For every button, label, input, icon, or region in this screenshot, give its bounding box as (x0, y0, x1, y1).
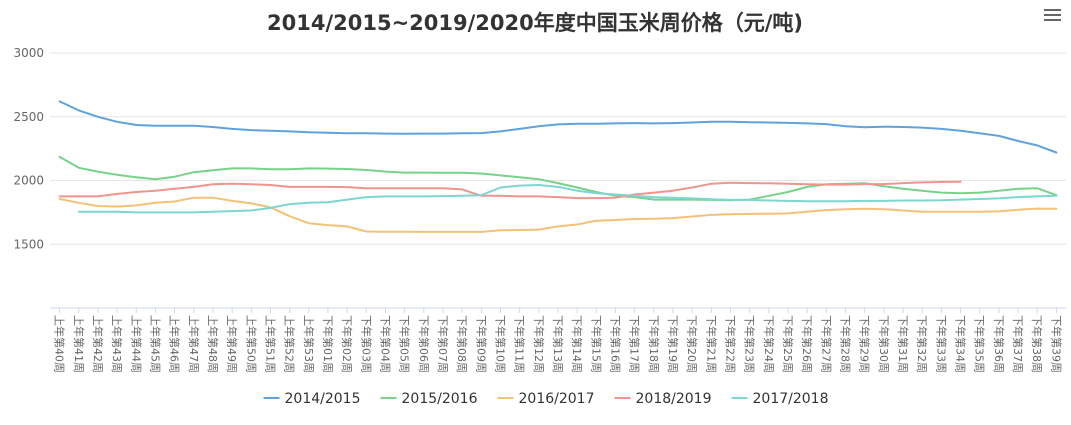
x-tick-label: 下年第08周 (455, 315, 469, 373)
legend-label: 2014/2015 (285, 391, 361, 407)
y-axis: 1500 2000 2500 3000 (13, 46, 44, 251)
legend-item-2014-2015[interactable]: 2014/2015 (263, 391, 361, 407)
x-tick-label: 下年第22周 (724, 315, 738, 373)
x-tick-label: 下年第20周 (685, 315, 699, 373)
legend-label: 2015/2016 (402, 391, 478, 407)
x-tick-label: 上年第42周 (91, 315, 105, 373)
y-tick-label: 1500 (13, 237, 44, 251)
x-tick-label: 下年第30周 (877, 315, 891, 373)
legend-item-2017-2018[interactable]: 2017/2018 (731, 391, 829, 407)
x-tick-label: 下年第23周 (743, 315, 757, 373)
x-tick-label: 下年第01周 (321, 315, 335, 373)
legend-item-2016-2017[interactable]: 2016/2017 (497, 391, 595, 407)
series-line-2014-2015 (58, 100, 1058, 154)
x-tick-label: 下年第18周 (647, 315, 661, 373)
series-line-2015-2016 (58, 155, 1058, 202)
x-tick-label: 下年第04周 (378, 315, 392, 373)
x-tick-label: 上年第40周 (53, 315, 67, 373)
x-tick-label: 下年第07周 (436, 315, 450, 373)
menu-icon[interactable] (1040, 6, 1064, 26)
x-tick-label: 上年第48周 (206, 315, 220, 373)
x-tick-label: 下年第19周 (666, 315, 680, 373)
x-tick-label: 下年第31周 (896, 315, 910, 373)
legend-label: 2018/2019 (636, 391, 712, 407)
x-tick-label: 下年第25周 (781, 315, 795, 373)
x-tick-label: 上年第51周 (263, 315, 277, 373)
x-tick-label: 上年第47周 (187, 315, 201, 373)
x-tick-label: 下年第15周 (589, 315, 603, 373)
x-tick-label: 下年第13周 (551, 315, 565, 373)
grid-layer (50, 52, 1066, 245)
x-tick-label: 下年第06周 (417, 315, 431, 373)
series-line-2016-2017 (58, 196, 1058, 233)
series-line-2017-2018 (77, 184, 1058, 214)
x-tick-label: 下年第39周 (1049, 315, 1063, 373)
x-tick-label: 下年第10周 (493, 315, 507, 373)
chart-title: 2014/2015~2019/2020年度中国玉米周价格（元/吨) (267, 11, 803, 35)
x-tick-label: 下年第37周 (1011, 315, 1025, 373)
legend-label: 2016/2017 (519, 391, 595, 407)
x-tick-label: 下年第03周 (359, 315, 373, 373)
series-line-2018-2019 (58, 180, 962, 200)
x-tick-label: 下年第34周 (954, 315, 968, 373)
x-tick-label: 下年第26周 (800, 315, 814, 373)
y-tick-label: 2000 (13, 174, 44, 188)
x-tick-label: 下年第35周 (973, 315, 987, 373)
x-tick-label: 下年第33周 (934, 315, 948, 373)
x-tick-label: 下年第09周 (474, 315, 488, 373)
x-tick-label: 下年第14周 (570, 315, 584, 373)
x-tick-label: 上年第41周 (72, 315, 86, 373)
x-tick-label: 上年第45周 (148, 315, 162, 373)
x-tick-label: 上年第44周 (129, 315, 143, 373)
x-tick-label: 上年第46周 (168, 315, 182, 373)
x-tick-label: 下年第32周 (915, 315, 929, 373)
x-tick-label: 下年第24周 (762, 315, 776, 373)
x-tick-label: 下年第36周 (992, 315, 1006, 373)
x-tick-label: 下年第11周 (513, 315, 527, 373)
x-tick-label: 下年第27周 (819, 315, 833, 373)
x-tick-label: 上年第52周 (283, 315, 297, 373)
legend-item-2018-2019[interactable]: 2018/2019 (614, 391, 712, 407)
x-tick-label: 下年第17周 (628, 315, 642, 373)
x-tick-label: 上年第50周 (244, 315, 258, 373)
x-tick-label: 上年第49周 (225, 315, 239, 373)
legend-item-2015-2016[interactable]: 2015/2016 (380, 391, 478, 407)
x-tick-label: 下年第16周 (609, 315, 623, 373)
y-tick-label: 3000 (13, 46, 44, 60)
x-axis: 上年第40周 上年第41周 上年第42周 上年第43周 上年第44周 上年第45周 上年第4… (50, 307, 1066, 373)
y-tick-label: 2500 (13, 110, 44, 124)
x-tick-label: 下年第05周 (398, 315, 412, 373)
x-tick-label: 下年第29周 (858, 315, 872, 373)
x-tick-label: 上年第53周 (302, 315, 316, 373)
x-tick-label: 下年第02周 (340, 315, 354, 373)
series-layer (58, 100, 1058, 233)
x-tick-label: 下年第28周 (839, 315, 853, 373)
x-tick-label: 下年第12周 (532, 315, 546, 373)
x-tick-label: 下年第21周 (704, 315, 718, 373)
x-tick-label: 上年第43周 (110, 315, 124, 373)
x-tick-label: 下年第38周 (1030, 315, 1044, 373)
legend-label: 2017/2018 (753, 391, 829, 407)
legend: 2014/2015 2015/2016 2016/2017 2018/2019 2017… (263, 391, 829, 407)
